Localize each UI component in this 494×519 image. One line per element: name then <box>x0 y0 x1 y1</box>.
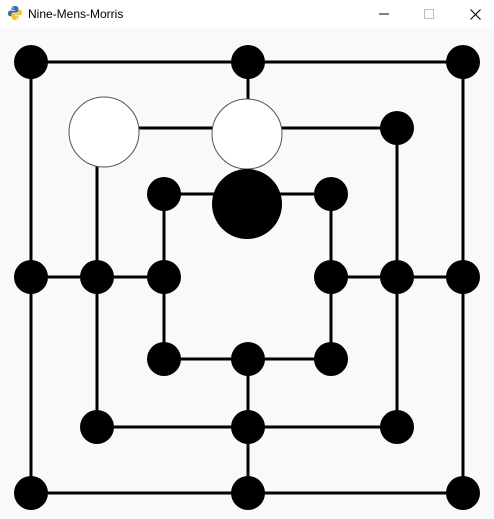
black-piece[interactable] <box>212 169 282 239</box>
board-point-b4[interactable] <box>80 260 114 294</box>
board-point-a4[interactable] <box>14 260 48 294</box>
board-point-c4[interactable] <box>147 260 181 294</box>
maximize-icon <box>424 9 434 19</box>
minimize-button[interactable] <box>361 0 407 28</box>
board-point-d3[interactable] <box>231 342 265 376</box>
white-piece[interactable] <box>211 98 283 170</box>
board-point-a1[interactable] <box>14 476 48 510</box>
window-title: Nine-Mens-Morris <box>28 7 124 21</box>
board-point-g4[interactable] <box>446 260 480 294</box>
board-point-e4[interactable] <box>314 260 348 294</box>
board-point-g1[interactable] <box>446 476 480 510</box>
board-point-a7[interactable] <box>14 45 48 79</box>
minimize-icon <box>379 13 389 15</box>
close-button[interactable] <box>452 0 494 28</box>
board-point-f6[interactable] <box>380 111 414 145</box>
board-points[interactable] <box>14 45 480 510</box>
board-point-e3[interactable] <box>314 342 348 376</box>
board-point-c5[interactable] <box>147 177 181 211</box>
board-point-c3[interactable] <box>147 342 181 376</box>
board-point-d7[interactable] <box>231 45 265 79</box>
board-point-d1[interactable] <box>231 476 265 510</box>
white-piece[interactable] <box>68 96 140 168</box>
game-board[interactable] <box>0 28 494 519</box>
close-icon <box>469 8 481 20</box>
python-icon <box>8 6 22 20</box>
title-bar: Nine-Mens-Morris <box>0 0 494 28</box>
board-point-e5[interactable] <box>314 177 348 211</box>
maximize-button[interactable] <box>406 0 452 28</box>
board-point-d2[interactable] <box>231 410 265 444</box>
board-point-g7[interactable] <box>446 45 480 79</box>
board-point-b2[interactable] <box>80 410 114 444</box>
board-point-f2[interactable] <box>380 410 414 444</box>
board-point-f4[interactable] <box>380 260 414 294</box>
board-canvas[interactable] <box>0 28 494 519</box>
